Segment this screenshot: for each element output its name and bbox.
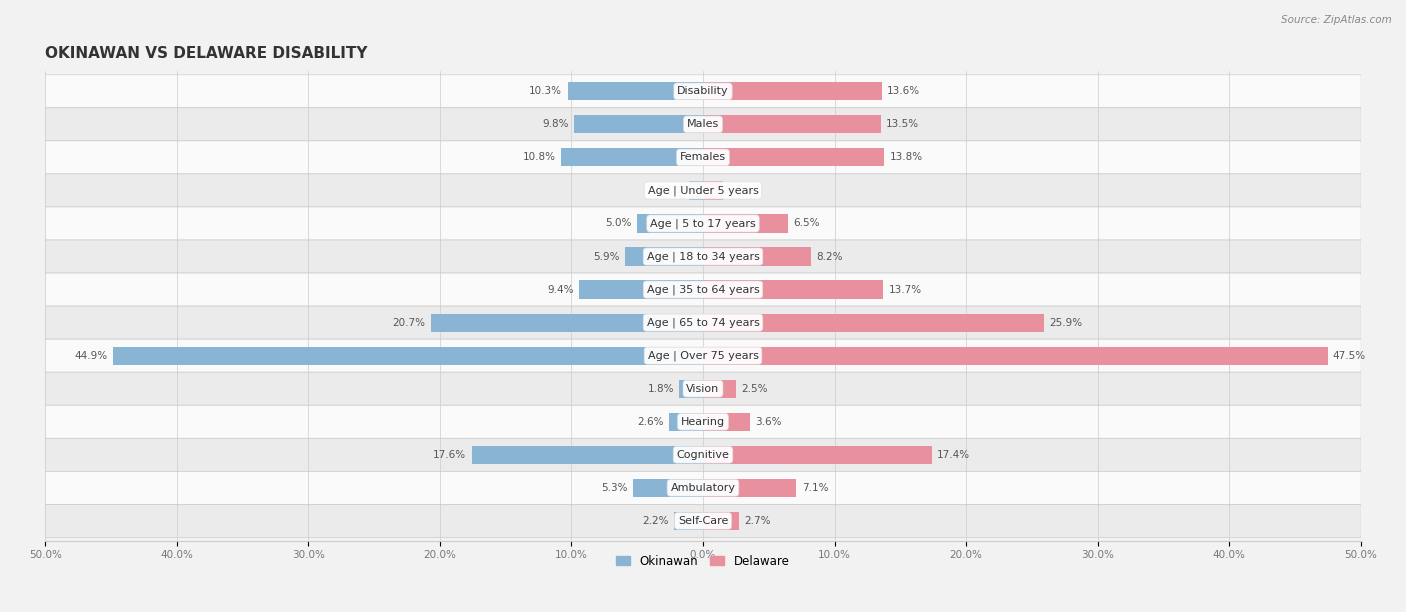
- FancyBboxPatch shape: [45, 108, 1361, 141]
- Text: 5.9%: 5.9%: [593, 252, 620, 261]
- Text: 5.3%: 5.3%: [602, 483, 628, 493]
- Text: 13.8%: 13.8%: [890, 152, 922, 162]
- Bar: [703, 148, 884, 166]
- FancyBboxPatch shape: [45, 75, 1361, 108]
- Text: 17.6%: 17.6%: [433, 450, 467, 460]
- FancyBboxPatch shape: [45, 273, 1361, 306]
- Text: 17.4%: 17.4%: [936, 450, 970, 460]
- Text: Self-Care: Self-Care: [678, 516, 728, 526]
- Bar: [112, 346, 703, 365]
- Text: 2.7%: 2.7%: [744, 516, 770, 526]
- Bar: [703, 313, 1043, 332]
- Bar: [703, 82, 882, 100]
- Text: 20.7%: 20.7%: [392, 318, 426, 327]
- Bar: [574, 115, 703, 133]
- Text: 13.5%: 13.5%: [886, 119, 920, 129]
- Text: 7.1%: 7.1%: [801, 483, 828, 493]
- Text: Males: Males: [688, 119, 718, 129]
- FancyBboxPatch shape: [45, 207, 1361, 240]
- Text: Hearing: Hearing: [681, 417, 725, 427]
- Text: Cognitive: Cognitive: [676, 450, 730, 460]
- FancyBboxPatch shape: [45, 471, 1361, 504]
- Bar: [703, 412, 751, 431]
- Bar: [703, 512, 738, 530]
- Bar: [703, 214, 789, 233]
- Bar: [703, 446, 932, 464]
- Bar: [637, 214, 703, 233]
- Text: Age | 18 to 34 years: Age | 18 to 34 years: [647, 252, 759, 262]
- FancyBboxPatch shape: [45, 504, 1361, 537]
- Text: OKINAWAN VS DELAWARE DISABILITY: OKINAWAN VS DELAWARE DISABILITY: [45, 46, 368, 61]
- Text: 2.2%: 2.2%: [643, 516, 669, 526]
- Text: 9.4%: 9.4%: [547, 285, 574, 294]
- Text: Age | Under 5 years: Age | Under 5 years: [648, 185, 758, 196]
- Bar: [568, 82, 703, 100]
- Text: 6.5%: 6.5%: [794, 218, 820, 228]
- Bar: [669, 412, 703, 431]
- Bar: [703, 181, 723, 200]
- Bar: [703, 379, 735, 398]
- Bar: [703, 247, 811, 266]
- FancyBboxPatch shape: [45, 438, 1361, 471]
- Text: 8.2%: 8.2%: [815, 252, 842, 261]
- Text: 1.5%: 1.5%: [728, 185, 755, 195]
- Bar: [703, 346, 1327, 365]
- Text: Source: ZipAtlas.com: Source: ZipAtlas.com: [1281, 15, 1392, 25]
- Text: 2.5%: 2.5%: [741, 384, 768, 394]
- Bar: [579, 280, 703, 299]
- Text: Females: Females: [681, 152, 725, 162]
- Text: 3.6%: 3.6%: [755, 417, 782, 427]
- Text: 1.1%: 1.1%: [657, 185, 683, 195]
- FancyBboxPatch shape: [45, 372, 1361, 405]
- Text: 13.7%: 13.7%: [889, 285, 921, 294]
- Text: Age | 65 to 74 years: Age | 65 to 74 years: [647, 318, 759, 328]
- Bar: [703, 280, 883, 299]
- FancyBboxPatch shape: [45, 306, 1361, 339]
- Text: 9.8%: 9.8%: [543, 119, 569, 129]
- Text: Age | Over 75 years: Age | Over 75 years: [648, 351, 758, 361]
- Text: 10.3%: 10.3%: [529, 86, 562, 96]
- Text: Age | 35 to 64 years: Age | 35 to 64 years: [647, 285, 759, 295]
- Text: 1.8%: 1.8%: [648, 384, 673, 394]
- FancyBboxPatch shape: [45, 405, 1361, 438]
- Bar: [703, 115, 880, 133]
- Text: Ambulatory: Ambulatory: [671, 483, 735, 493]
- Text: Age | 5 to 17 years: Age | 5 to 17 years: [650, 218, 756, 229]
- Text: 10.8%: 10.8%: [523, 152, 555, 162]
- Bar: [561, 148, 703, 166]
- Bar: [689, 181, 703, 200]
- Text: Vision: Vision: [686, 384, 720, 394]
- Bar: [471, 446, 703, 464]
- FancyBboxPatch shape: [45, 141, 1361, 174]
- Text: 13.6%: 13.6%: [887, 86, 920, 96]
- Bar: [626, 247, 703, 266]
- Text: 44.9%: 44.9%: [75, 351, 107, 360]
- Text: 2.6%: 2.6%: [637, 417, 664, 427]
- Text: Disability: Disability: [678, 86, 728, 96]
- FancyBboxPatch shape: [45, 339, 1361, 372]
- Bar: [703, 479, 796, 497]
- Bar: [430, 313, 703, 332]
- Text: 5.0%: 5.0%: [606, 218, 631, 228]
- Legend: Okinawan, Delaware: Okinawan, Delaware: [612, 550, 794, 572]
- Bar: [679, 379, 703, 398]
- Text: 25.9%: 25.9%: [1049, 318, 1083, 327]
- FancyBboxPatch shape: [45, 174, 1361, 207]
- FancyBboxPatch shape: [45, 240, 1361, 273]
- Bar: [633, 479, 703, 497]
- Bar: [673, 512, 703, 530]
- Text: 47.5%: 47.5%: [1333, 351, 1367, 360]
